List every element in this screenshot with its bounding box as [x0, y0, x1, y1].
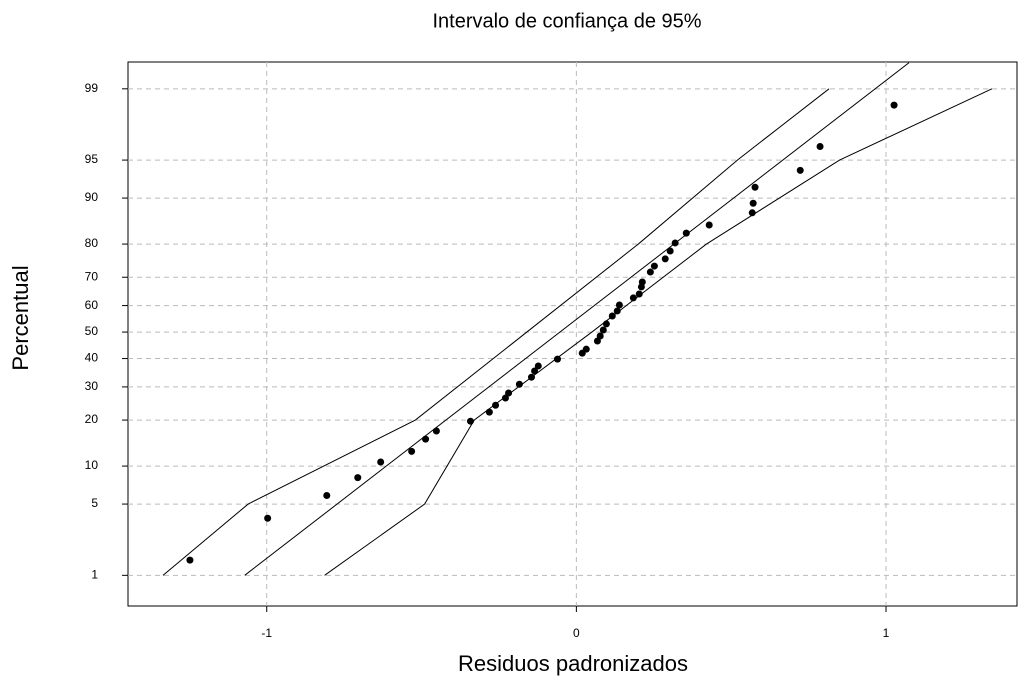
fit-line — [244, 62, 910, 576]
x-tick-label: 0 — [573, 626, 580, 640]
x-tick-label: -1 — [261, 626, 272, 640]
data-point — [890, 101, 898, 109]
chart-title: Intervalo de confiança de 95% — [432, 10, 701, 32]
data-point — [531, 367, 539, 375]
data-point — [501, 394, 509, 402]
data-point — [650, 262, 658, 270]
data-point — [492, 401, 500, 409]
y-tick-label: 80 — [85, 236, 99, 250]
data-point — [582, 345, 590, 353]
y-tick-label: 90 — [85, 190, 99, 204]
data-point — [466, 417, 474, 425]
y-tick-label: 99 — [85, 81, 99, 95]
data-point — [264, 514, 272, 522]
data-point — [422, 435, 430, 443]
fit-line — [324, 88, 993, 576]
y-tick-label: 30 — [85, 379, 99, 393]
data-point — [596, 332, 604, 340]
x-axis-label: Residuos padronizados — [458, 651, 688, 676]
data-point — [629, 294, 637, 302]
y-tick-label: 60 — [85, 298, 99, 312]
data-point — [485, 408, 493, 416]
data-point — [796, 166, 804, 174]
data-point — [705, 221, 713, 229]
y-axis-label: Percentual — [8, 265, 33, 370]
data-point — [661, 255, 669, 263]
data-point — [638, 278, 646, 286]
y-tick-label: 40 — [85, 351, 99, 365]
data-point — [615, 301, 623, 309]
y-tick-label: 95 — [85, 152, 99, 166]
data-point — [599, 326, 607, 334]
y-tick-label: 5 — [91, 496, 98, 510]
data-point — [553, 355, 561, 363]
data-point — [666, 247, 674, 255]
data-point — [613, 307, 621, 315]
data-point — [749, 199, 757, 207]
y-tick-label: 10 — [85, 458, 99, 472]
data-point — [186, 556, 194, 564]
data-point — [323, 492, 331, 500]
fit-line — [162, 88, 830, 576]
y-tick-label: 70 — [85, 269, 99, 283]
data-point — [816, 143, 824, 151]
x-tick-label: 1 — [883, 626, 890, 640]
data-point — [534, 362, 542, 370]
y-tick-label: 1 — [91, 567, 98, 581]
plot-frame — [127, 61, 1018, 607]
data-point — [751, 183, 759, 191]
data-point — [354, 474, 362, 482]
data-point — [408, 447, 416, 455]
data-point — [432, 427, 440, 435]
y-tick-label: 20 — [85, 412, 99, 426]
data-point — [682, 229, 690, 237]
data-point — [377, 458, 385, 466]
data-point — [515, 380, 523, 388]
y-tick-label: 50 — [85, 324, 99, 338]
data-point — [646, 268, 654, 276]
data-point — [635, 290, 643, 298]
data-point — [505, 389, 513, 397]
